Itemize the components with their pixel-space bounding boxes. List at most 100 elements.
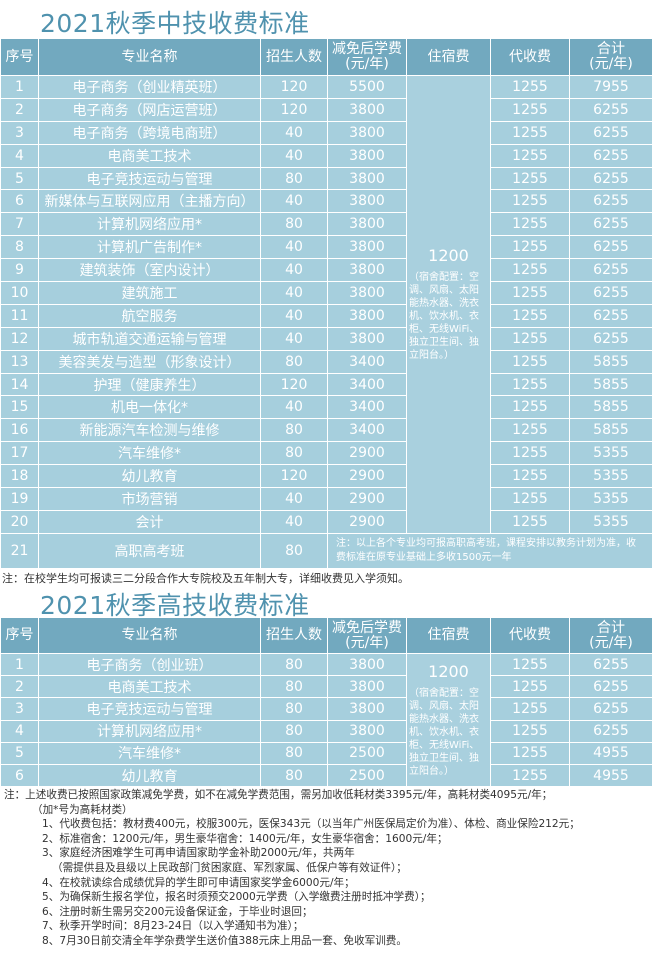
cell-tuition: 3800: [327, 189, 407, 214]
header-dorm-label: 住宿费: [427, 627, 470, 643]
cell-tuition: 3800: [327, 212, 407, 237]
table-row: 12 城市轨道交通运输与管理 40 3800 1255 6255: [0, 326, 653, 351]
cell-tuition: 3800: [327, 719, 407, 743]
cell-name: 幼儿教育: [38, 464, 261, 489]
cell-agent: 1255: [490, 258, 570, 283]
cell-tuition: 3800: [327, 697, 407, 721]
header-count-label: 招生人数: [266, 48, 322, 65]
cell-tuition: 3800: [327, 303, 407, 328]
header-tuition-label: (元/年): [345, 56, 389, 72]
cell-no: 20: [0, 509, 39, 534]
cell-name: 高职高考班: [38, 532, 261, 569]
cell-no: 15: [0, 395, 39, 420]
header-agent-label: 代收费: [509, 48, 551, 65]
table-row: 3 电子商务（跨境电商班） 40 3800 1255 6255: [0, 120, 653, 145]
cell-total: 5355: [569, 464, 653, 489]
note-line: 6、注册时新生需另交200元设备保证金，于毕业时退回；: [42, 905, 313, 918]
cell-total: 6255: [569, 675, 653, 699]
cell-no: 6: [0, 763, 39, 788]
cell-name: 市场营销: [38, 487, 261, 511]
cell-name: 航空服务: [38, 303, 261, 328]
cell-tuition: 3800: [327, 166, 407, 191]
cell-name: 建筑装饰（室内设计）: [38, 258, 261, 283]
cell-count: 80: [260, 719, 328, 743]
cell-no: 3: [0, 697, 39, 721]
cell-total: 4955: [569, 741, 653, 765]
cell-total: 6255: [569, 697, 653, 721]
cell-total: 6255: [569, 189, 653, 214]
cell-tuition: 2900: [327, 464, 407, 489]
cell-name: 机电一体化*: [38, 395, 261, 420]
cell-no: 6: [0, 189, 39, 214]
header-dorm: 住宿费: [406, 38, 491, 76]
table-row: 21 高职高考班 80 注：以上各个专业均可报高职高考班，课程安排以教务计划为准，收费…: [0, 532, 653, 569]
cell-agent: 1255: [490, 741, 570, 765]
cell-count: 80: [260, 697, 328, 721]
cell-name: 新能源汽车检测与维修: [38, 418, 261, 443]
header-agent-label: 代收费: [509, 627, 551, 643]
table-row: 1 电子商务（创业精英班） 120 5500 1200 （宿舍配置：空调、风扇、太阳能热水…: [0, 75, 653, 534]
cell-agent: 1255: [490, 326, 570, 351]
cell-count: 40: [260, 189, 328, 214]
cell-agent: 1255: [490, 763, 570, 788]
cell-agent: 1255: [490, 166, 570, 191]
section1-footnote: 注：在校学生均可报读三二分段合作大专院校及五年制大专，详细收费见入学须知。: [2, 572, 409, 585]
table-row: 13 美容美发与造型（形象设计） 80 3400 1255 5855: [0, 349, 653, 374]
cell-count: 80: [260, 349, 328, 374]
cell-total: 6255: [569, 303, 653, 328]
dorm-config-desc: （宿舍配置：空调、风扇、太阳能热水器、洗衣机、饮水机、衣柜、无线WiFi、独立卫…: [409, 688, 480, 778]
cell-total: 5355: [569, 509, 653, 534]
table-row: 9 建筑装饰（室内设计） 40 3800 1255 6255: [0, 258, 653, 283]
header-count: 招生人数: [260, 617, 328, 654]
cell-name: 计算机网络应用*: [38, 212, 261, 237]
table-row: 6 新媒体与互联网应用（主播方向） 40 3800 1255 6255: [0, 189, 653, 214]
cell-tuition: 2500: [327, 763, 407, 788]
cell-no: 12: [0, 326, 39, 351]
cell-no: 2: [0, 97, 39, 122]
dorm-fee-value: 1200: [428, 246, 469, 266]
cell-count: 40: [260, 120, 328, 145]
header-agent: 代收费: [490, 38, 570, 76]
cell-tuition: 3800: [327, 652, 407, 677]
cell-tuition: 2900: [327, 441, 407, 466]
cell-no: 21: [0, 532, 39, 569]
header-name-label: 专业名称: [121, 48, 178, 65]
cell-total: 6255: [569, 326, 653, 351]
cell-agent: 1255: [490, 143, 570, 168]
table-row: 18 幼儿教育 120 2900 1255 5355: [0, 464, 653, 489]
table-row: 11 航空服务 40 3800 1255 6255: [0, 303, 653, 328]
cell-no: 1: [0, 652, 39, 677]
cell-no: 7: [0, 212, 39, 237]
dorm-fee-value: 1200: [428, 662, 469, 682]
cell-no: 5: [0, 741, 39, 765]
cell-name: 美容美发与造型（形象设计）: [38, 349, 261, 374]
cell-agent: 1255: [490, 509, 570, 534]
cell-count: 80: [260, 675, 328, 699]
cell-name: 电子商务（跨境电商班）: [38, 120, 261, 145]
table-row: 2 电商美工技术 80 3800 1255 6255: [0, 675, 653, 699]
table-row: 6 幼儿教育 80 2500 1255 4955: [0, 763, 653, 788]
header-count: 招生人数: [260, 38, 328, 76]
cell-no: 8: [0, 235, 39, 260]
cell-name: 新媒体与互联网应用（主播方向）: [38, 189, 261, 214]
header-total: 合计 (元/年): [569, 38, 653, 76]
table-row: 2 电子商务（网店运营班） 120 3800 1255 6255: [0, 97, 653, 122]
table-row: 4 计算机网络应用* 80 3800 1255 6255: [0, 719, 653, 743]
cell-count: 120: [260, 372, 328, 397]
cell-no: 17: [0, 441, 39, 466]
cell-name: 电商美工技术: [38, 143, 261, 168]
cell-agent: 1255: [490, 652, 570, 677]
cell-total: 5855: [569, 349, 653, 374]
header-count-label: 招生人数: [266, 627, 322, 643]
cell-count: 80: [260, 763, 328, 788]
table-row: 14 护理（健康养生） 120 3400 1255 5855: [0, 372, 653, 397]
cell-no: 11: [0, 303, 39, 328]
table-row: 16 新能源汽车检测与维修 80 3400 1255 5855: [0, 418, 653, 443]
cell-count: 40: [260, 235, 328, 260]
cell-agent: 1255: [490, 675, 570, 699]
cell-agent: 1255: [490, 303, 570, 328]
cell-count: 120: [260, 75, 328, 99]
header-tuition-label: 减免后学费: [332, 41, 402, 57]
cell-no: 4: [0, 719, 39, 743]
dorm-config-desc: （宿舍配置：空调、风扇、太阳能热水器、洗衣机、饮水机、衣柜、无线WiFi、独立卫…: [409, 272, 480, 362]
